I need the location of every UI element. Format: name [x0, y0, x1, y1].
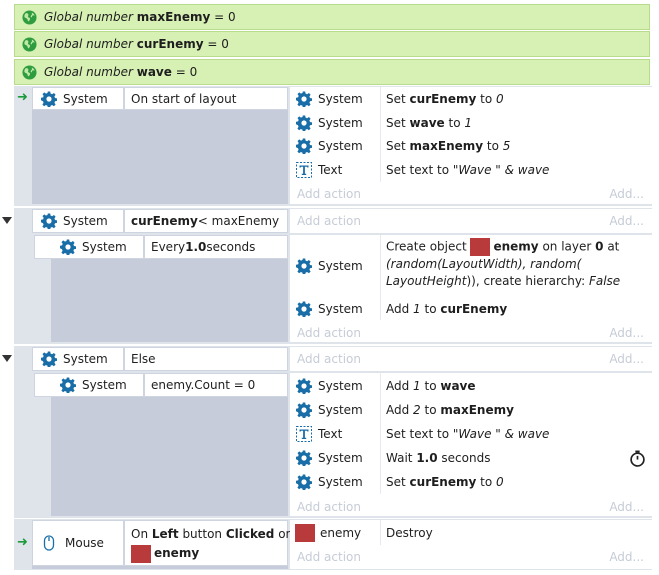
add-action-button[interactable]: Add action: [297, 550, 361, 564]
globe-icon: [22, 37, 37, 52]
gear-icon: [296, 258, 312, 274]
action-row[interactable]: System Set maxEnemy to 5: [290, 134, 510, 158]
sub-event-condition-area: [51, 397, 288, 516]
global-prefix: Global number: [44, 37, 137, 51]
global-name: wave: [136, 65, 172, 79]
condition-text[interactable]: enemy.Count = 0: [144, 373, 288, 397]
gear-icon: [60, 239, 76, 255]
gear-icon: [41, 91, 57, 107]
global-variable-maxEnemy[interactable]: Global number maxEnemy = 0: [14, 4, 650, 30]
add-action-row[interactable]: Add action Add...: [290, 322, 652, 344]
action-row[interactable]: System Wait 1.0 seconds: [290, 446, 652, 470]
add-more-button[interactable]: Add...: [609, 500, 644, 514]
global-name: maxEnemy: [136, 10, 211, 24]
enemy-sprite-icon: [295, 524, 315, 542]
condition-object-system[interactable]: System: [34, 235, 144, 259]
add-more-button[interactable]: Add...: [609, 352, 644, 366]
timer-icon: [629, 450, 646, 467]
add-action-button[interactable]: Add action: [297, 352, 361, 366]
collapse-toggle-icon[interactable]: [2, 355, 12, 362]
global-prefix: Global number: [44, 10, 137, 24]
gear-icon: [296, 115, 312, 131]
sub-event-condition-area: [51, 259, 288, 342]
globe-icon: [22, 10, 37, 25]
gear-icon: [296, 301, 312, 317]
add-more-button[interactable]: Add...: [609, 214, 644, 228]
global-prefix: Global number: [44, 65, 137, 79]
gear-icon: [296, 91, 312, 107]
globe-icon: [22, 65, 37, 80]
global-value: = 0: [203, 37, 229, 51]
trigger-arrow-icon: ➜: [17, 535, 28, 550]
action-row[interactable]: System Set wave to 1: [290, 111, 472, 135]
action-row[interactable]: System Add 1 to curEnemy: [290, 297, 507, 321]
gear-icon: [296, 138, 312, 154]
action-row[interactable]: System Add 2 to maxEnemy: [290, 398, 514, 422]
event-condition-area: [32, 110, 288, 204]
global-value: = 0: [210, 10, 236, 24]
global-variable-curEnemy[interactable]: Global number curEnemy = 0: [14, 31, 650, 57]
condition-object-system[interactable]: System: [32, 209, 124, 233]
add-action-row[interactable]: Add action Add...: [290, 496, 652, 518]
condition-object-mouse[interactable]: Mouse: [32, 520, 124, 566]
gear-icon: [41, 213, 57, 229]
text-icon: [296, 162, 312, 178]
condition-text[interactable]: Every 1.0 seconds: [144, 235, 288, 259]
global-value: = 0: [171, 65, 198, 79]
object-name: System: [63, 91, 108, 106]
add-action-row[interactable]: Add action Add...: [290, 210, 652, 232]
condition-text[interactable]: On Left button Clicked on enemy: [124, 520, 293, 566]
add-action-row[interactable]: Add action Add...: [290, 183, 652, 205]
action-row[interactable]: System Set curEnemy to 0: [290, 87, 504, 111]
add-action-row[interactable]: Add action Add...: [290, 546, 652, 568]
enemy-sprite-icon: [131, 544, 151, 563]
action-row[interactable]: System Add 1 to wave: [290, 374, 476, 398]
add-more-button[interactable]: Add...: [609, 550, 644, 564]
actions-area: [290, 87, 652, 204]
add-action-button[interactable]: Add action: [297, 214, 361, 228]
condition-object-system[interactable]: System: [32, 347, 124, 371]
gear-icon: [60, 377, 76, 393]
add-more-button[interactable]: Add...: [609, 187, 644, 201]
action-row[interactable]: Text Set text to "Wave " & wave: [290, 422, 549, 446]
collapse-toggle-icon[interactable]: [2, 217, 12, 224]
gear-icon: [296, 402, 312, 418]
global-name: curEnemy: [136, 37, 204, 51]
condition-object-system[interactable]: System: [32, 87, 124, 110]
global-variable-wave[interactable]: Global number wave = 0: [14, 59, 650, 85]
add-action-button[interactable]: Add action: [297, 187, 361, 201]
add-more-button[interactable]: Add...: [609, 326, 644, 340]
gear-icon: [296, 378, 312, 394]
gear-icon: [41, 351, 57, 367]
condition-text[interactable]: On start of layout: [124, 87, 288, 110]
condition-object-system[interactable]: System: [34, 373, 144, 397]
action-row[interactable]: System Set curEnemy to 0: [290, 470, 504, 494]
condition-text[interactable]: curEnemy < maxEnemy: [124, 209, 288, 233]
action-row[interactable]: Text Set text to "Wave " & wave: [290, 158, 549, 182]
add-action-button[interactable]: Add action: [297, 500, 361, 514]
mouse-icon: [41, 535, 57, 551]
action-row-destroy[interactable]: enemy Destroy: [290, 521, 433, 545]
enemy-sprite-icon: [470, 238, 491, 256]
text-icon: [296, 426, 312, 442]
add-action-row[interactable]: Add action Add...: [290, 348, 652, 370]
condition-text[interactable]: Else: [124, 347, 288, 371]
add-action-button[interactable]: Add action: [297, 326, 361, 340]
action-row-create-object[interactable]: System Create object enemy on layer 0 at…: [290, 237, 652, 295]
gear-icon: [296, 474, 312, 490]
gear-icon: [296, 450, 312, 466]
trigger-arrow-icon: ➜: [17, 90, 28, 105]
